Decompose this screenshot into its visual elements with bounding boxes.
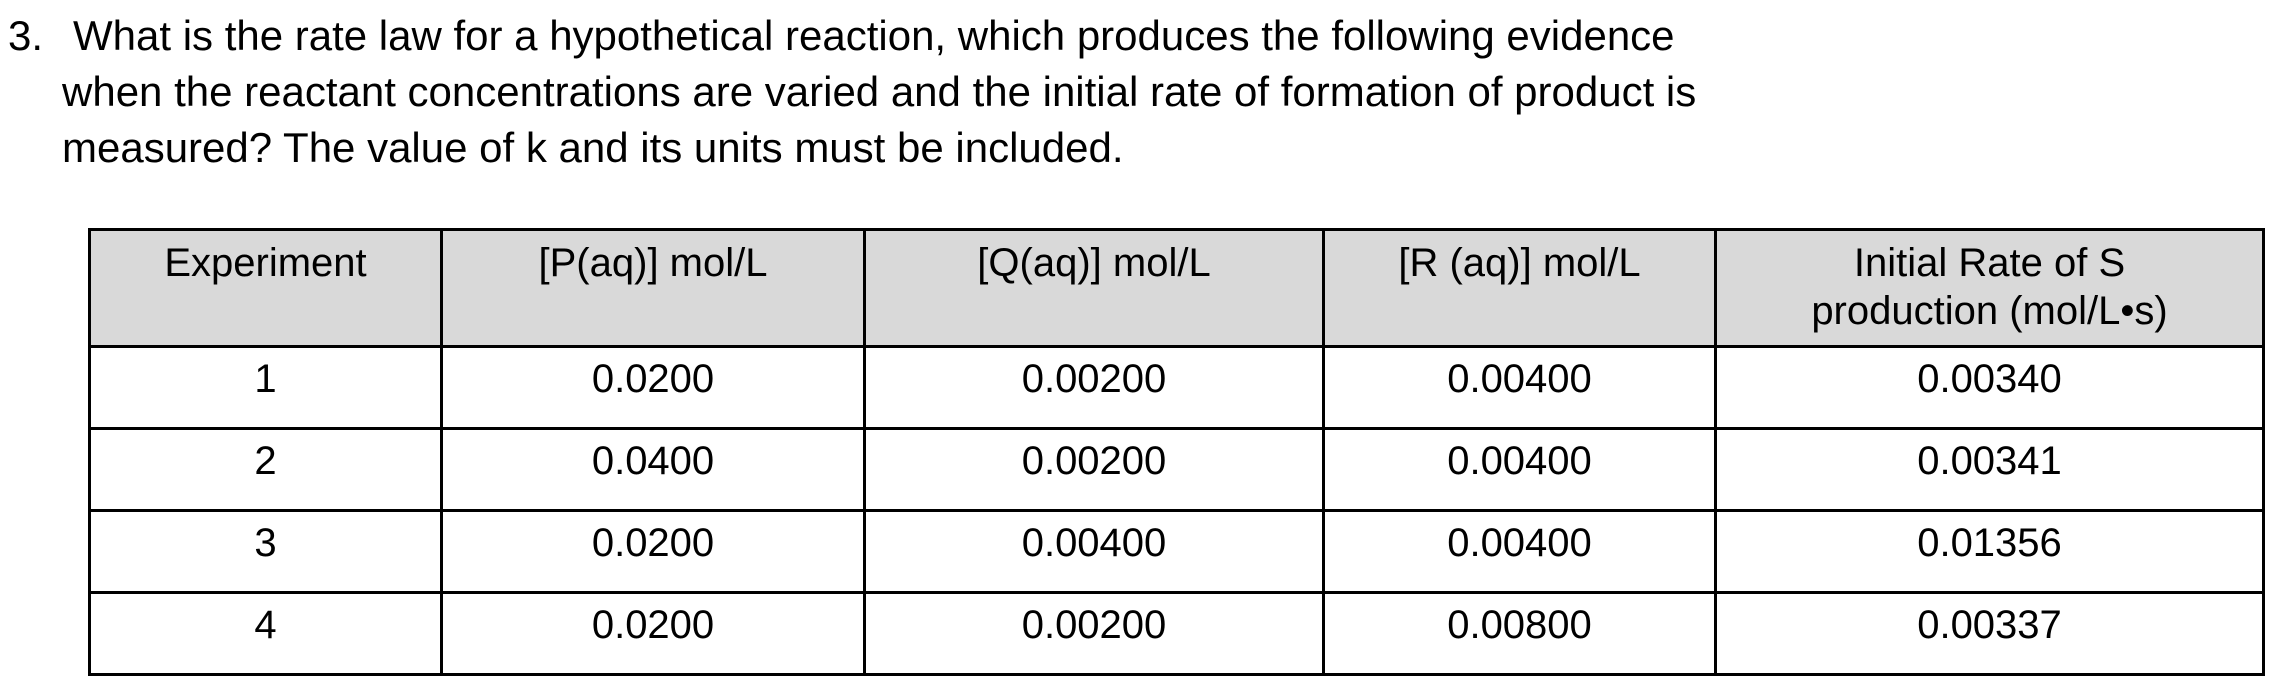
header-q-concentration: [Q(aq)] mol/L	[863, 228, 1325, 348]
cell-initial-rate: 0.01356	[1714, 509, 2265, 594]
cell-p-concentration: 0.0200	[440, 591, 866, 676]
header-row: Experiment [P(aq)] mol/L [Q(aq)] mol/L […	[88, 228, 2265, 348]
cell-experiment: 4	[88, 591, 443, 676]
header-experiment: Experiment	[88, 228, 443, 348]
rate-data-table: Experiment [P(aq)] mol/L [Q(aq)] mol/L […	[88, 228, 2265, 676]
table-row-experiment-2: 2 0.0400 0.00200 0.00400 0.00341	[88, 427, 2265, 512]
cell-r-concentration: 0.00400	[1322, 509, 1717, 594]
cell-r-concentration: 0.00400	[1322, 427, 1717, 512]
question-number: 3.	[8, 12, 44, 59]
cell-q-concentration: 0.00200	[863, 345, 1325, 430]
header-p-concentration: [P(aq)] mol/L	[440, 228, 866, 348]
cell-q-concentration: 0.00200	[863, 427, 1325, 512]
cell-initial-rate: 0.00337	[1714, 591, 2265, 676]
table-row-experiment-1: 1 0.0200 0.00200 0.00400 0.00340	[88, 345, 2265, 430]
cell-initial-rate: 0.00340	[1714, 345, 2265, 430]
question-line-3: measured? The value of k and its units m…	[62, 124, 1124, 171]
header-r-concentration: [R (aq)] mol/L	[1322, 228, 1717, 348]
table-row-experiment-4: 4 0.0200 0.00200 0.00800 0.00337	[88, 591, 2265, 676]
cell-p-concentration: 0.0200	[440, 509, 866, 594]
cell-r-concentration: 0.00800	[1322, 591, 1717, 676]
header-initial-rate: Initial Rate of S production (mol/L•s)	[1714, 228, 2265, 348]
question-line-1: What is the rate law for a hypothetical …	[73, 12, 1675, 59]
cell-p-concentration: 0.0200	[440, 345, 866, 430]
cell-r-concentration: 0.00400	[1322, 345, 1717, 430]
cell-experiment: 3	[88, 509, 443, 594]
question-line-2: when the reactant concentrations are var…	[62, 68, 1697, 115]
cell-q-concentration: 0.00400	[863, 509, 1325, 594]
cell-p-concentration: 0.0400	[440, 427, 866, 512]
cell-initial-rate: 0.00341	[1714, 427, 2265, 512]
table-row-experiment-3: 3 0.0200 0.00400 0.00400 0.01356	[88, 509, 2265, 594]
cell-experiment: 1	[88, 345, 443, 430]
cell-q-concentration: 0.00200	[863, 591, 1325, 676]
question-text: What is the rate law for a hypothetical …	[62, 8, 2270, 176]
question-3: 3. What is the rate law for a hypothetic…	[0, 0, 2270, 176]
cell-experiment: 2	[88, 427, 443, 512]
